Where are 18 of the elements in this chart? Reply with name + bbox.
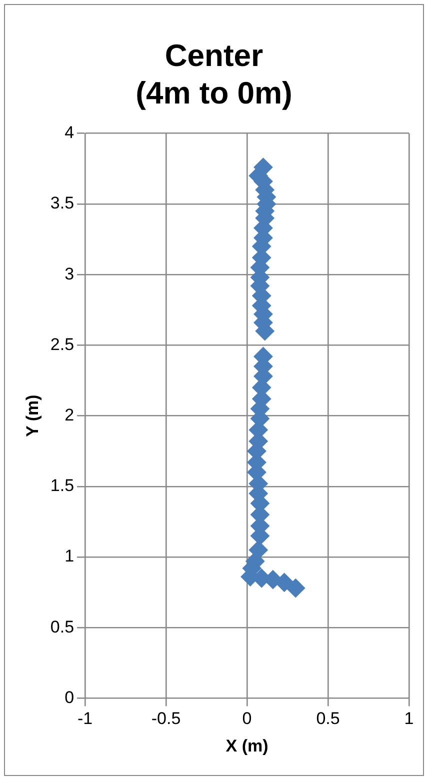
x-tick-label: 0	[242, 709, 252, 728]
point	[286, 578, 306, 598]
y-tick-label: 4	[64, 123, 74, 142]
y-tick-label: 3.5	[50, 194, 74, 213]
x-tick-label: 0.5	[316, 709, 340, 728]
chart-title: Center (4m to 0m)	[136, 38, 292, 110]
y-tick-label: 1	[64, 546, 74, 566]
y-tick-label: 2.5	[50, 334, 74, 354]
x-axis-title: X (m)	[226, 736, 268, 756]
y-tick-label: 1.5	[50, 476, 74, 496]
y-tick-label: 3	[64, 264, 74, 284]
x-tick-label: -0.5	[151, 709, 181, 728]
y-tick-label: 0.5	[50, 617, 74, 636]
y-tick-label: 2	[64, 405, 74, 424]
x-tick-label: 1	[404, 709, 414, 728]
x-tick-label: -1	[77, 709, 93, 728]
y-axis-title: Y (m)	[22, 394, 42, 437]
y-tick-label: 0	[64, 688, 74, 707]
